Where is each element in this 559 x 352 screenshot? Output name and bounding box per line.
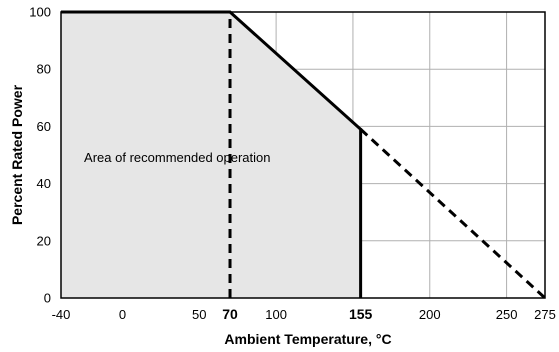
recommended-operation-area: [61, 12, 361, 298]
plot-frame: [60, 11, 546, 299]
annotation-recommended-operation: Area of recommended operation: [84, 150, 270, 165]
x-tick-label-100: 100: [265, 307, 287, 322]
x-tick-label-50: 50: [192, 307, 206, 322]
x-tick-label-70: 70: [222, 306, 238, 322]
y-tick-label-80: 80: [37, 62, 51, 77]
y-tick-label-100: 100: [29, 5, 51, 20]
y-tick-label-0: 0: [44, 291, 51, 306]
y-tick-label-20: 20: [37, 233, 51, 248]
x-tick-label-275: 275: [534, 307, 556, 322]
x-tick-label-0: 0: [119, 307, 126, 322]
x-tick-label-250: 250: [496, 307, 518, 322]
x-tick-label--40: -40: [52, 307, 71, 322]
series-dashed-1: [359, 128, 547, 300]
y-tick-label-40: 40: [37, 176, 51, 191]
x-tick-label-200: 200: [419, 307, 441, 322]
x-tick-label-155: 155: [349, 306, 373, 322]
y-axis-label: Percent Rated Power: [9, 84, 25, 225]
y-tick-label-60: 60: [37, 119, 51, 134]
x-axis-label: Ambient Temperature, °C: [224, 331, 391, 347]
